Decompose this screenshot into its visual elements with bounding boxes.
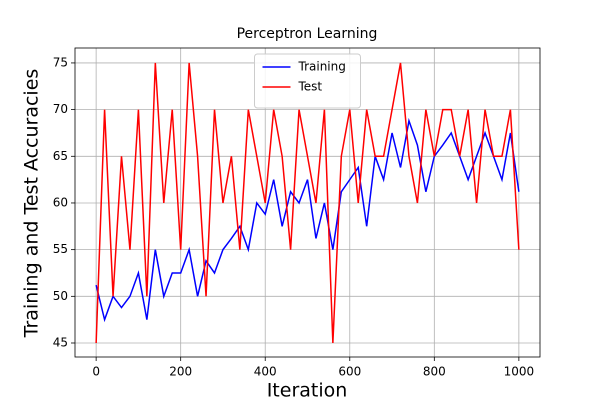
x-tick-label: 800 <box>423 365 446 379</box>
series-line <box>95 117 520 323</box>
x-tick-label: 0 <box>92 365 100 379</box>
y-tick-label: 50 <box>53 289 68 303</box>
series-line <box>95 62 520 344</box>
legend-label: Training <box>298 60 346 74</box>
x-tick-label: 600 <box>338 365 361 379</box>
y-tick-label: 55 <box>53 242 68 256</box>
plot-frame <box>74 47 541 358</box>
x-tick-label: 200 <box>169 365 192 379</box>
y-tick-label: 45 <box>53 335 68 349</box>
x-tick-label: 400 <box>254 365 277 379</box>
y-tick-label: 60 <box>53 195 68 209</box>
x-tick-label: 1000 <box>504 365 535 379</box>
y-axis-label: Training and Test Accuracies <box>21 69 43 339</box>
y-tick-label: 65 <box>53 149 68 163</box>
y-tick-label: 75 <box>53 55 68 69</box>
legend-label: Test <box>298 80 323 94</box>
chart-title: Perceptron Learning <box>237 26 378 42</box>
x-axis-label: Iteration <box>267 380 348 401</box>
y-tick-label: 70 <box>53 102 68 116</box>
